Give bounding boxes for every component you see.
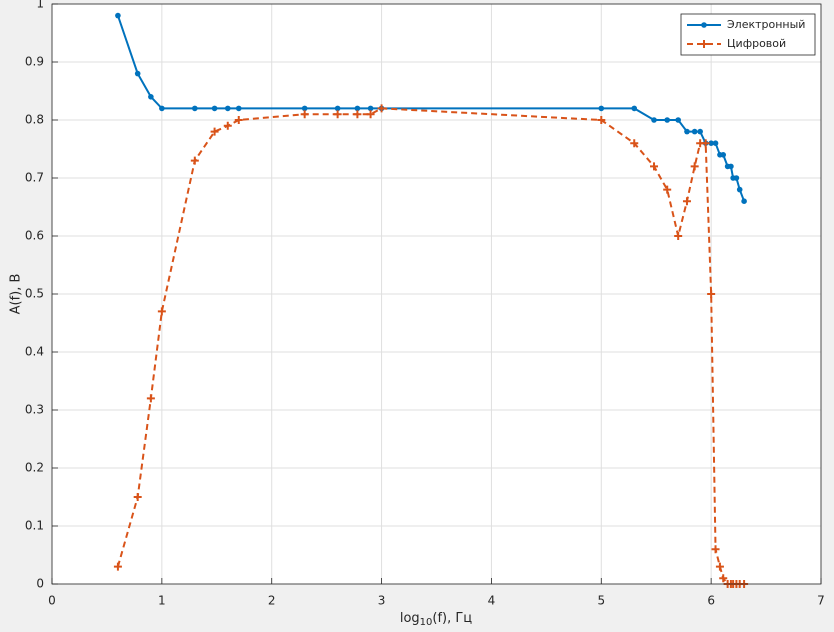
marker bbox=[148, 94, 154, 100]
y-tick-label: 0.1 bbox=[25, 519, 44, 533]
marker bbox=[157, 307, 166, 316]
y-tick-label: 0.5 bbox=[25, 287, 44, 301]
marker bbox=[234, 116, 243, 124]
marker bbox=[115, 12, 121, 19]
marker bbox=[223, 121, 232, 130]
legend-label: Цифровой bbox=[727, 37, 786, 50]
x-label-base: log bbox=[400, 611, 420, 626]
y-tick-label: 0.8 bbox=[25, 113, 44, 127]
legend-label: Электронный bbox=[727, 18, 805, 31]
marker bbox=[235, 105, 242, 112]
marker bbox=[377, 104, 386, 113]
y-axis-label: A(f), В bbox=[9, 274, 24, 315]
marker bbox=[190, 156, 199, 165]
x-tick-label: 1 bbox=[158, 594, 166, 608]
marker bbox=[741, 198, 747, 204]
marker bbox=[631, 105, 638, 112]
y-tick-label: 1 bbox=[36, 0, 44, 11]
marker bbox=[697, 128, 703, 135]
marker bbox=[301, 105, 308, 112]
marker bbox=[674, 232, 683, 240]
marker bbox=[701, 139, 710, 148]
marker bbox=[333, 110, 342, 119]
x-tick-label: 3 bbox=[378, 594, 386, 608]
y-tick-label: 0.4 bbox=[25, 345, 44, 359]
marker bbox=[597, 116, 606, 124]
marker bbox=[353, 110, 362, 119]
marker bbox=[719, 574, 728, 583]
marker bbox=[211, 105, 218, 112]
marker bbox=[690, 162, 699, 171]
x-label-sub: 10 bbox=[420, 617, 433, 628]
marker bbox=[715, 562, 724, 571]
x-label-rest: (f), Гц bbox=[432, 611, 472, 626]
marker bbox=[663, 185, 672, 194]
y-tick-label: 0.9 bbox=[25, 55, 44, 69]
marker bbox=[134, 70, 141, 77]
marker bbox=[682, 197, 691, 206]
marker bbox=[707, 290, 716, 298]
marker bbox=[146, 394, 155, 403]
y-tick-label: 0.6 bbox=[25, 229, 44, 243]
marker bbox=[651, 117, 657, 123]
marker bbox=[354, 105, 361, 112]
marker bbox=[113, 562, 122, 571]
legend-box bbox=[680, 13, 816, 56]
marker bbox=[334, 105, 341, 112]
y-tick-label: 0.2 bbox=[25, 461, 44, 475]
marker bbox=[133, 493, 142, 501]
marker bbox=[675, 117, 681, 123]
marker bbox=[664, 117, 670, 123]
marker bbox=[159, 105, 165, 112]
marker bbox=[598, 105, 605, 112]
marker bbox=[733, 175, 740, 181]
legend: Электронный Цифровой bbox=[680, 13, 816, 56]
x-tick-label: 6 bbox=[707, 594, 715, 608]
marker bbox=[700, 40, 708, 48]
x-tick-label: 0 bbox=[48, 594, 56, 608]
marker bbox=[720, 152, 727, 158]
marker bbox=[736, 186, 743, 193]
marker bbox=[684, 128, 690, 135]
marker bbox=[630, 139, 639, 148]
marker bbox=[366, 110, 375, 119]
x-tick-label: 5 bbox=[597, 594, 605, 608]
y-tick-label: 0.3 bbox=[25, 403, 44, 417]
marker bbox=[708, 140, 714, 146]
y-tick-label: 0 bbox=[36, 577, 44, 591]
marker bbox=[367, 105, 374, 112]
marker bbox=[300, 110, 309, 119]
marker bbox=[701, 22, 707, 28]
marker bbox=[711, 545, 720, 554]
marker bbox=[712, 140, 719, 146]
x-axis-label: log10(f), Гц bbox=[400, 611, 472, 629]
marker bbox=[210, 127, 219, 136]
x-tick-label: 2 bbox=[268, 594, 276, 608]
marker bbox=[192, 105, 198, 112]
marker bbox=[691, 128, 698, 135]
x-tick-label: 4 bbox=[488, 594, 496, 608]
x-tick-label: 7 bbox=[817, 594, 825, 608]
marker bbox=[650, 162, 659, 171]
y-tick-label: 0.7 bbox=[25, 171, 44, 185]
marker bbox=[224, 105, 231, 112]
marker bbox=[728, 163, 734, 170]
